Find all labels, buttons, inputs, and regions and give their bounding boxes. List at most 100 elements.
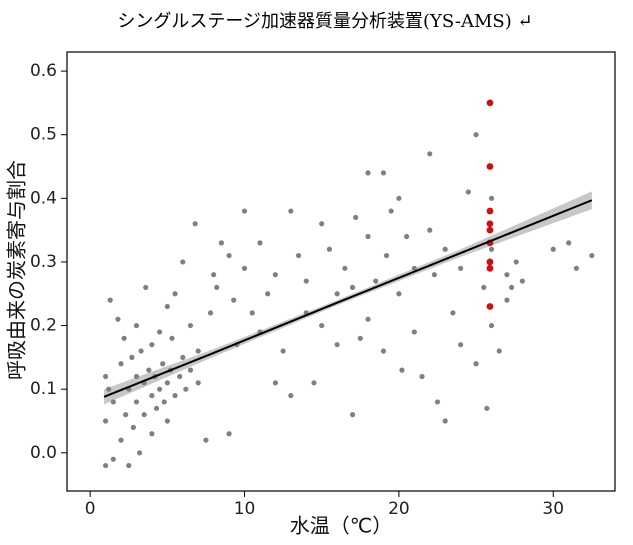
point: [404, 233, 410, 240]
point: [118, 361, 124, 367]
point: [211, 272, 217, 278]
point: [195, 348, 201, 354]
point: [102, 418, 109, 424]
point: [110, 456, 116, 462]
point: [396, 291, 402, 297]
point: [177, 373, 183, 380]
point: [157, 386, 163, 392]
point: [192, 221, 198, 227]
point: [160, 361, 166, 367]
point: [161, 399, 167, 405]
point: [365, 316, 371, 322]
point: [138, 348, 144, 354]
point: [486, 226, 494, 234]
point: [486, 163, 494, 170]
point: [106, 386, 112, 392]
point: [123, 412, 129, 418]
point: [102, 462, 109, 469]
point: [513, 259, 519, 265]
y-tick-label: 0.2: [30, 316, 57, 336]
point: [458, 342, 464, 348]
point: [431, 272, 437, 278]
point: [141, 412, 147, 418]
point: [146, 367, 152, 373]
point: [465, 189, 471, 195]
point: [365, 233, 371, 240]
point: [164, 418, 170, 424]
point: [203, 437, 209, 443]
y-tick-label: 0.6: [30, 61, 57, 81]
point: [434, 399, 441, 405]
point: [126, 462, 132, 469]
point: [396, 195, 402, 201]
y-tick-label: 0.0: [30, 443, 57, 463]
point: [180, 259, 186, 265]
point: [508, 284, 515, 291]
point: [486, 220, 494, 228]
point: [129, 354, 135, 360]
point: [442, 246, 448, 252]
point: [303, 278, 309, 284]
point: [214, 284, 220, 291]
point: [334, 342, 340, 348]
point: [486, 207, 494, 215]
point: [383, 252, 390, 259]
point: [488, 195, 495, 201]
point: [427, 151, 433, 157]
point: [149, 342, 155, 348]
point: [488, 322, 495, 329]
point: [153, 405, 160, 411]
point: [130, 424, 136, 430]
point: [133, 322, 140, 329]
point: [272, 272, 278, 278]
point: [107, 297, 113, 303]
point: [295, 252, 302, 259]
point: [342, 265, 348, 271]
point: [110, 399, 116, 405]
point: [486, 303, 494, 310]
point: [241, 265, 248, 271]
point: [388, 208, 394, 214]
point: [399, 367, 405, 373]
x-tick-label: 20: [388, 499, 410, 519]
point: [504, 272, 510, 278]
point: [550, 246, 556, 252]
y-axis-label: 呼吸由来の炭素寄与割合: [5, 160, 29, 380]
point: [481, 284, 487, 291]
regression-line: [103, 199, 593, 398]
point: [519, 278, 525, 284]
point: [357, 335, 363, 341]
point: [118, 437, 124, 443]
point: [566, 240, 572, 246]
point: [411, 265, 417, 271]
point: [319, 322, 325, 329]
point: [486, 264, 494, 272]
point: [411, 329, 417, 335]
point: [133, 373, 140, 380]
point: [365, 170, 371, 176]
x-tick-label: 10: [234, 499, 256, 519]
point: [226, 431, 232, 437]
point: [265, 291, 271, 297]
point: [288, 208, 294, 214]
point: [349, 412, 356, 418]
point: [458, 265, 464, 271]
point: [218, 240, 224, 246]
point: [496, 348, 502, 354]
point: [143, 284, 149, 291]
point: [226, 252, 232, 259]
point: [427, 227, 433, 233]
point: [164, 380, 170, 386]
point: [353, 214, 359, 221]
point: [349, 284, 356, 291]
point: [419, 373, 425, 380]
point: [488, 246, 495, 252]
chart-title: シングルステージ加速器質量分析装置(YS-AMS) ↵: [117, 11, 532, 32]
point: [473, 361, 479, 367]
y-tick-label: 0.4: [30, 188, 57, 208]
point: [484, 405, 490, 411]
point: [573, 265, 580, 271]
point: [149, 392, 155, 399]
point: [334, 291, 340, 297]
